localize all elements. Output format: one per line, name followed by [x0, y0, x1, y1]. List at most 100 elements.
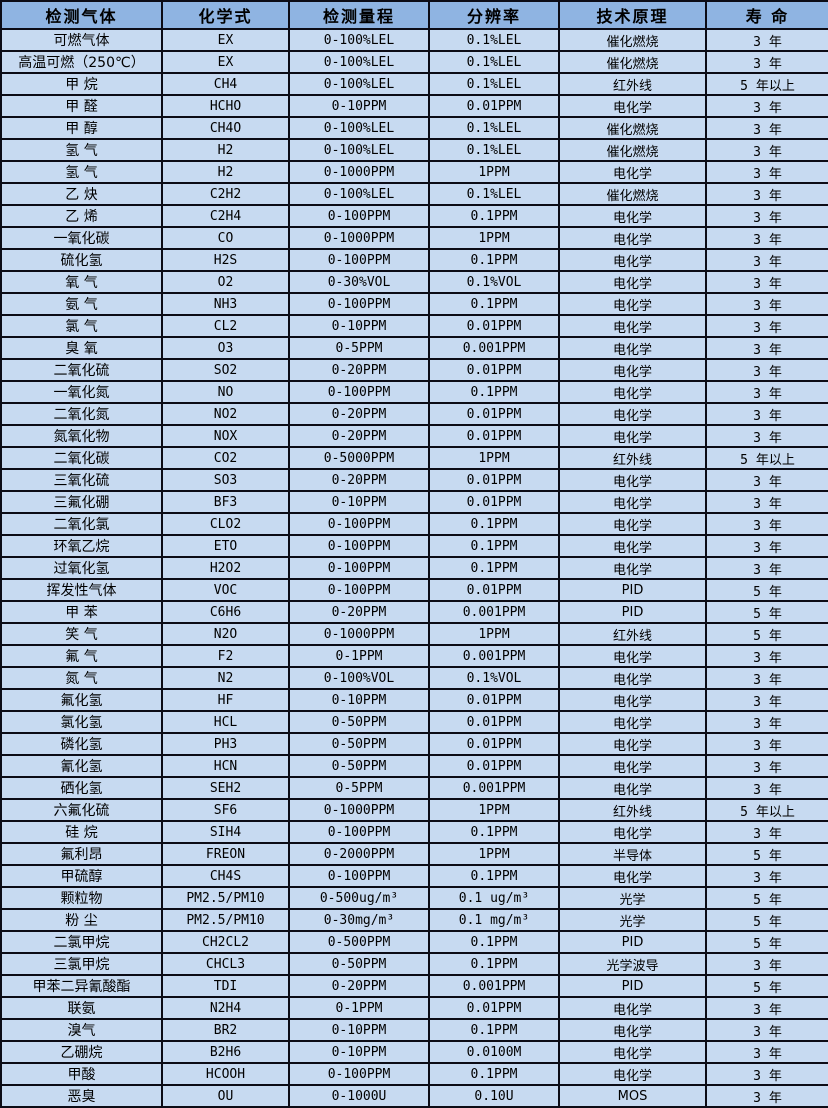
- cell-formula: CH4O: [161, 116, 290, 140]
- cell-range: 0-100PPM: [288, 534, 430, 558]
- cell-principle: 电化学: [558, 94, 707, 118]
- cell-principle: 红外线: [558, 72, 707, 96]
- cell-principle: PID: [558, 578, 707, 602]
- cell-formula: O2: [161, 270, 290, 294]
- cell-formula: PH3: [161, 732, 290, 756]
- cell-gas: 二氧化氯: [0, 512, 163, 536]
- cell-resolution: 0.1PPM: [428, 820, 560, 844]
- cell-principle: 电化学: [558, 468, 707, 492]
- table-row: 氯化氢 HCL 0-50PPM 0.01PPM 电化学 3 年: [0, 710, 828, 734]
- table-row: 三氧化硫 SO3 0-20PPM 0.01PPM 电化学 3 年: [0, 468, 828, 492]
- table-row: 二氧化硫 SO2 0-20PPM 0.01PPM 电化学 3 年: [0, 358, 828, 382]
- cell-gas: 乙硼烷: [0, 1040, 163, 1064]
- cell-resolution: 0.01PPM: [428, 688, 560, 712]
- cell-life: 3 年: [705, 314, 828, 338]
- table-row: 甲硫醇 CH4S 0-100PPM 0.1PPM 电化学 3 年: [0, 864, 828, 888]
- cell-principle: 电化学: [558, 314, 707, 338]
- cell-resolution: 0.1%LEL: [428, 138, 560, 162]
- cell-formula: SO2: [161, 358, 290, 382]
- cell-resolution: 0.1PPM: [428, 952, 560, 976]
- cell-gas: 挥发性气体: [0, 578, 163, 602]
- cell-resolution: 1PPM: [428, 842, 560, 866]
- cell-gas: 粉 尘: [0, 908, 163, 932]
- cell-life: 5 年以上: [705, 72, 828, 96]
- cell-range: 0-50PPM: [288, 754, 430, 778]
- cell-formula: C2H2: [161, 182, 290, 206]
- cell-resolution: 0.01PPM: [428, 424, 560, 448]
- cell-principle: 红外线: [558, 798, 707, 822]
- table-row: 一氧化碳 CO 0-1000PPM 1PPM 电化学 3 年: [0, 226, 828, 250]
- cell-principle: 电化学: [558, 732, 707, 756]
- cell-life: 3 年: [705, 402, 828, 426]
- cell-gas: 高温可燃（250℃）: [0, 50, 163, 74]
- cell-gas: 三氟化硼: [0, 490, 163, 514]
- cell-formula: BR2: [161, 1018, 290, 1042]
- cell-life: 5 年: [705, 930, 828, 954]
- cell-range: 0-50PPM: [288, 710, 430, 734]
- cell-formula: CH2CL2: [161, 930, 290, 954]
- table-row: 高温可燃（250℃） EX 0-100%LEL 0.1%LEL 催化燃烧 3 年: [0, 50, 828, 74]
- cell-resolution: 0.1PPM: [428, 1062, 560, 1086]
- cell-range: 0-1PPM: [288, 996, 430, 1020]
- table-row: 乙 烯 C2H4 0-100PPM 0.1PPM 电化学 3 年: [0, 204, 828, 228]
- cell-principle: 催化燃烧: [558, 182, 707, 206]
- cell-gas: 联氨: [0, 996, 163, 1020]
- cell-resolution: 0.1%LEL: [428, 72, 560, 96]
- table-row: 氨 气 NH3 0-100PPM 0.1PPM 电化学 3 年: [0, 292, 828, 316]
- cell-range: 0-10PPM: [288, 314, 430, 338]
- cell-gas: 六氟化硫: [0, 798, 163, 822]
- table-row: 过氧化氢 H2O2 0-100PPM 0.1PPM 电化学 3 年: [0, 556, 828, 580]
- cell-formula: CHCL3: [161, 952, 290, 976]
- cell-principle: 光学波导: [558, 952, 707, 976]
- cell-principle: 催化燃烧: [558, 116, 707, 140]
- cell-life: 3 年: [705, 1084, 828, 1108]
- cell-principle: 电化学: [558, 226, 707, 250]
- table-row: 溴气 BR2 0-10PPM 0.1PPM 电化学 3 年: [0, 1018, 828, 1042]
- cell-formula: FREON: [161, 842, 290, 866]
- cell-principle: 电化学: [558, 402, 707, 426]
- cell-formula: NO: [161, 380, 290, 404]
- cell-range: 0-100%LEL: [288, 182, 430, 206]
- cell-life: 3 年: [705, 864, 828, 888]
- cell-resolution: 0.01PPM: [428, 358, 560, 382]
- cell-gas: 硫化氢: [0, 248, 163, 272]
- cell-range: 0-1000PPM: [288, 622, 430, 646]
- cell-life: 3 年: [705, 226, 828, 250]
- table-row: 六氟化硫 SF6 0-1000PPM 1PPM 红外线 5 年以上: [0, 798, 828, 822]
- table-row: 氧 气 O2 0-30%VOL 0.1%VOL 电化学 3 年: [0, 270, 828, 294]
- table-row: 二氧化氯 CLO2 0-100PPM 0.1PPM 电化学 3 年: [0, 512, 828, 536]
- cell-gas: 恶臭: [0, 1084, 163, 1108]
- cell-gas: 二氧化硫: [0, 358, 163, 382]
- cell-life: 3 年: [705, 996, 828, 1020]
- cell-resolution: 0.01PPM: [428, 490, 560, 514]
- cell-gas: 氧 气: [0, 270, 163, 294]
- cell-principle: 电化学: [558, 534, 707, 558]
- cell-range: 0-1000PPM: [288, 226, 430, 250]
- cell-life: 3 年: [705, 50, 828, 74]
- cell-range: 0-100PPM: [288, 380, 430, 404]
- cell-formula: PM2.5/PM10: [161, 886, 290, 910]
- cell-formula: CO: [161, 226, 290, 250]
- table-row: 二氧化氮 NO2 0-20PPM 0.01PPM 电化学 3 年: [0, 402, 828, 426]
- cell-life: 3 年: [705, 776, 828, 800]
- cell-gas: 三氧化硫: [0, 468, 163, 492]
- cell-formula: SO3: [161, 468, 290, 492]
- cell-resolution: 0.1PPM: [428, 248, 560, 272]
- cell-principle: 电化学: [558, 996, 707, 1020]
- cell-range: 0-30mg/m³: [288, 908, 430, 932]
- cell-resolution: 0.1%LEL: [428, 28, 560, 52]
- cell-life: 3 年: [705, 1062, 828, 1086]
- cell-range: 0-10PPM: [288, 1040, 430, 1064]
- cell-principle: 催化燃烧: [558, 28, 707, 52]
- cell-gas: 臭 氧: [0, 336, 163, 360]
- cell-formula: EX: [161, 50, 290, 74]
- cell-resolution: 0.01PPM: [428, 402, 560, 426]
- cell-life: 5 年: [705, 974, 828, 998]
- cell-formula: HCN: [161, 754, 290, 778]
- table-row: 氟 气 F2 0-1PPM 0.001PPM 电化学 3 年: [0, 644, 828, 668]
- cell-life: 3 年: [705, 138, 828, 162]
- cell-principle: 电化学: [558, 556, 707, 580]
- table-row: 二氯甲烷 CH2CL2 0-500PPM 0.1PPM PID 5 年: [0, 930, 828, 954]
- cell-range: 0-5PPM: [288, 776, 430, 800]
